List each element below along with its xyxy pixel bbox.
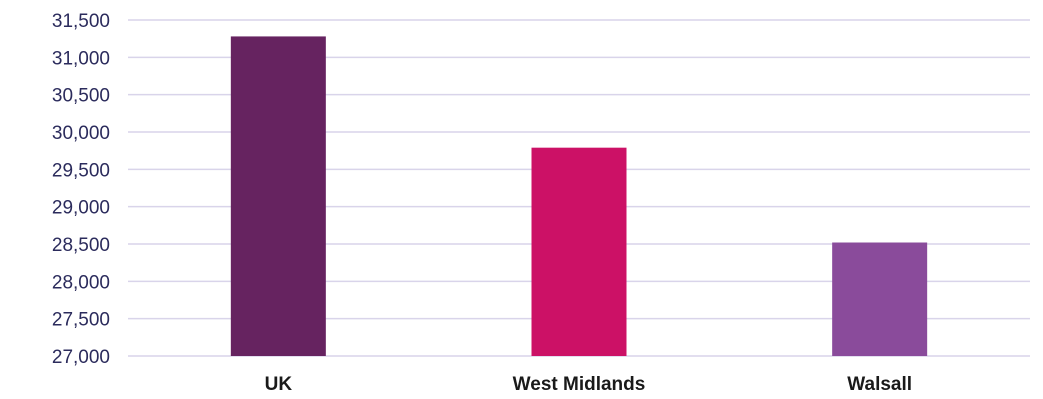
x-category-label: Walsall — [847, 374, 912, 395]
y-tick-label: 31,500 — [52, 11, 110, 32]
y-tick-label: 30,500 — [52, 86, 110, 107]
bar-walsall — [832, 242, 928, 356]
x-category-label: UK — [265, 374, 293, 395]
y-tick-label: 29,500 — [52, 160, 110, 181]
y-tick-label: 27,000 — [52, 347, 110, 368]
y-tick-label: 28,500 — [52, 235, 110, 256]
x-axis-category-labels: UK West Midlands Walsall — [265, 374, 912, 395]
y-tick-label: 30,000 — [52, 123, 110, 144]
bar-uk — [230, 36, 326, 356]
x-category-label: West Midlands — [513, 374, 646, 395]
y-axis-tick-labels: 27,000 27,500 28,000 28,500 29,000 29,500 30,0… — [52, 11, 110, 368]
y-tick-label: 29,000 — [52, 198, 110, 219]
y-tick-label: 28,000 — [52, 272, 110, 293]
bars — [230, 36, 928, 356]
bar-west-midlands — [531, 147, 627, 356]
y-tick-label: 31,000 — [52, 48, 110, 69]
y-tick-label: 27,500 — [52, 310, 110, 331]
